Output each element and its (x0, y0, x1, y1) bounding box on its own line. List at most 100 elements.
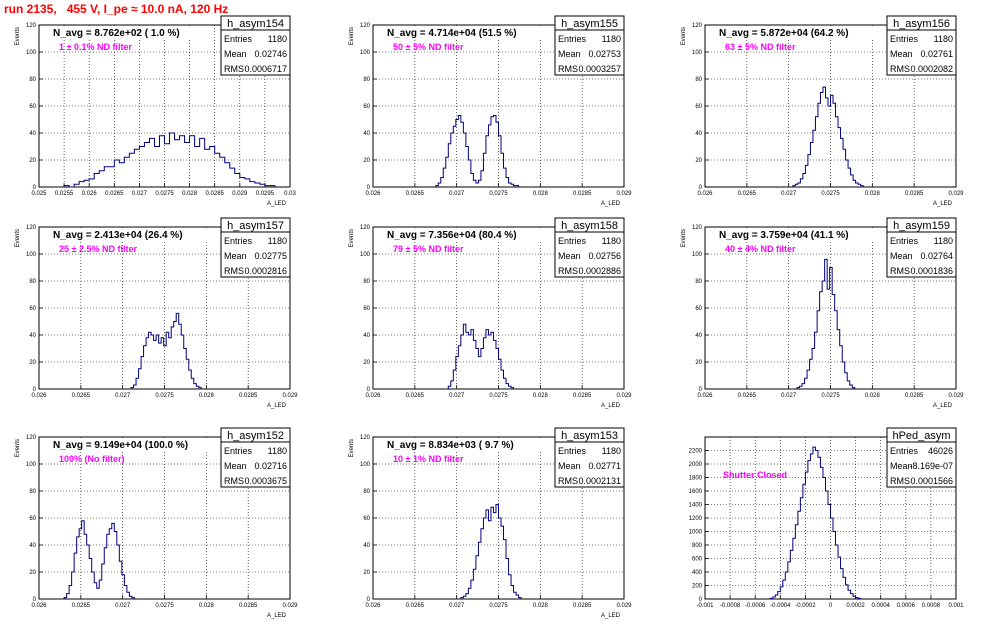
stats-value: 0.02764 (920, 251, 953, 261)
y-tick-label: 120 (360, 435, 371, 441)
title-box (44, 438, 212, 451)
filter-label: 50 ± 5% ND filter (393, 42, 464, 52)
x-tick-label: 0.028 (199, 603, 215, 609)
y-tick-label: 80 (695, 77, 702, 83)
y-tick-label: 120 (692, 225, 703, 231)
x-tick-label: 0.001 (948, 603, 964, 609)
stats-value: 0.0002886 (578, 266, 621, 276)
filter-label: 63 ± 5% ND filter (725, 42, 796, 52)
y-tick-label: 120 (360, 23, 371, 29)
hist-series (792, 86, 864, 187)
x-tick-label: 0.0265 (406, 603, 425, 609)
x-tick-label: 0.029 (616, 603, 632, 609)
title-box (44, 228, 212, 241)
y-tick-label: 40 (29, 131, 36, 137)
x-tick-label: 0.028 (533, 393, 549, 399)
x-tick-label: 0.0265 (738, 191, 757, 197)
x-tick-label: 0.028 (533, 603, 549, 609)
y-tick-label: 20 (29, 360, 36, 366)
stats-value: 0.02771 (588, 461, 621, 471)
x-tick-label: 0.027 (781, 191, 797, 197)
y-tick-label: 80 (363, 489, 370, 495)
hist-panel-h_asym155: 0.026 0.0265 0.027 0.0275 0.028 0.0285 0.029 0 2… (349, 15, 632, 207)
y-tick-label: 800 (692, 543, 703, 549)
stats-value: 0.02746 (254, 49, 287, 59)
y-axis-label: Events (681, 229, 687, 247)
x-tick-label: 0.0285 (573, 191, 592, 197)
hist-series (796, 258, 856, 389)
x-axis-label: A_LED (601, 613, 621, 619)
stats-key: Mean (558, 251, 581, 261)
panel-title: N_avg = 4.714e+04 (51.5 %) (387, 28, 517, 39)
stats-box (886, 15, 957, 76)
stats-name: h_asym153 (561, 430, 618, 442)
stats-value: 1180 (268, 446, 287, 456)
stats-value: 0.02761 (920, 49, 953, 59)
stats-value: 0.0003257 (578, 64, 621, 74)
title-box (378, 438, 546, 451)
hist-series (435, 114, 520, 187)
hist-panel-h_asym159: 0.026 0.0265 0.027 0.0275 0.028 0.0285 0.029 0 2… (681, 217, 964, 409)
x-tick-label: 0.0275 (489, 393, 508, 399)
stats-key: RMS (558, 64, 578, 74)
x-axis-label: A_LED (267, 403, 287, 409)
y-tick-label: 100 (692, 252, 703, 258)
y-tick-label: 1200 (689, 516, 703, 522)
x-tick-label: 0.0285 (905, 191, 924, 197)
y-tick-label: 60 (363, 516, 370, 522)
x-tick-label: 0.0285 (573, 603, 592, 609)
stats-value: 0.0001836 (910, 266, 953, 276)
stats-key: RMS (224, 266, 244, 276)
x-tick-label: 0.026 (82, 191, 98, 197)
y-axis-label: Events (15, 27, 21, 45)
stats-value: 1180 (602, 446, 621, 456)
y-tick-label: 120 (26, 435, 37, 441)
y-tick-label: 60 (363, 104, 370, 110)
y-tick-label: 120 (360, 225, 371, 231)
y-tick-label: 1600 (689, 489, 703, 495)
y-tick-label: 1800 (689, 476, 703, 482)
y-tick-label: 100 (26, 462, 37, 468)
x-tick-label: 0.027 (115, 603, 131, 609)
x-tick-label: 0.0285 (239, 393, 258, 399)
panel-title: N_avg = 3.759e+04 (41.1 %) (719, 230, 849, 241)
panel-title: N_avg = 5.872e+04 (64.2 %) (719, 28, 849, 39)
y-tick-label: 40 (29, 543, 36, 549)
y-tick-label: 40 (363, 333, 370, 339)
x-tick-label: -0.0004 (770, 603, 791, 609)
title-box (378, 26, 546, 39)
stats-name: h_asym156 (893, 18, 950, 30)
title-box (710, 228, 878, 241)
title-box (710, 26, 878, 39)
x-tick-label: 0.027 (781, 393, 797, 399)
x-tick-label: 0.03 (284, 191, 296, 197)
x-tick-label: 0.029 (616, 393, 632, 399)
stats-value: 0.0006717 (244, 64, 287, 74)
stats-value: 1180 (934, 34, 953, 44)
y-tick-label: 80 (29, 77, 36, 83)
stats-key: Mean (890, 251, 913, 261)
y-tick-label: 0 (699, 597, 703, 603)
y-tick-label: 100 (360, 50, 371, 56)
stats-key: Mean (224, 49, 247, 59)
stats-name: hPed_asym (892, 430, 950, 442)
x-tick-label: 0.0285 (206, 191, 225, 197)
x-tick-label: 0.026 (365, 191, 381, 197)
stats-box (554, 427, 625, 488)
x-tick-label: 0.028 (865, 191, 881, 197)
x-tick-label: 0.026 (365, 393, 381, 399)
x-tick-label: 0.0008 (922, 603, 941, 609)
x-tick-label: 0.027 (449, 191, 465, 197)
hist-panel-h_asym158: 0.026 0.0265 0.027 0.0275 0.028 0.0285 0.029 0 2… (349, 217, 632, 409)
stats-key: Mean (558, 461, 581, 471)
y-tick-label: 40 (363, 131, 370, 137)
x-tick-label: 0.0255 (55, 191, 74, 197)
stats-key: Entries (558, 236, 587, 246)
x-tick-label: 0.027 (115, 393, 131, 399)
x-tick-label: 0.0002 (846, 603, 865, 609)
x-tick-label: 0.026 (365, 603, 381, 609)
hist-panel-h_asym153: 0.026 0.0265 0.027 0.0275 0.028 0.0285 0.029 0 2… (349, 427, 632, 619)
x-axis-label: A_LED (267, 613, 287, 619)
stats-value: 0.0003675 (244, 476, 287, 486)
x-tick-label: 0.029 (948, 393, 964, 399)
